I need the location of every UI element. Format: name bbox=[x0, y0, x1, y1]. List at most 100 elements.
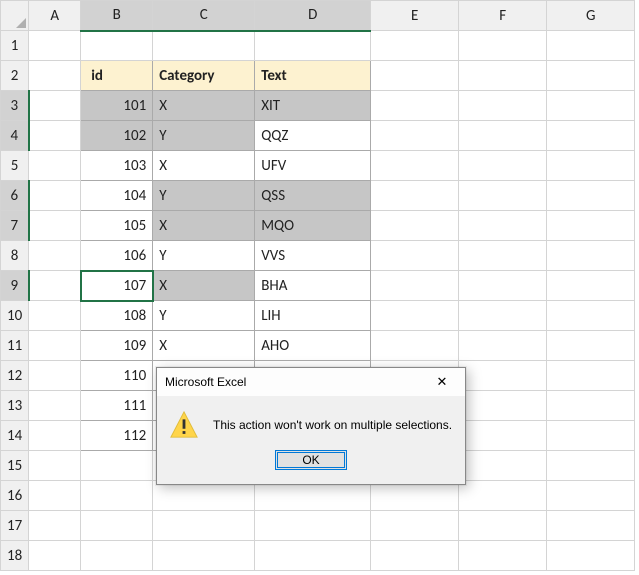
cell-D9[interactable]: BHA bbox=[255, 271, 371, 301]
cell-D7[interactable]: MQO bbox=[255, 211, 371, 241]
col-header-E[interactable]: E bbox=[371, 1, 459, 31]
cell-D10[interactable]: LIH bbox=[255, 301, 371, 331]
row-header-10[interactable]: 10 bbox=[1, 301, 29, 331]
cell-C2[interactable]: Category bbox=[153, 61, 255, 91]
row-header-12[interactable]: 12 bbox=[1, 361, 29, 391]
cell-C4[interactable]: Y bbox=[153, 121, 255, 151]
cell-E6[interactable] bbox=[371, 181, 459, 211]
row-header-11[interactable]: 11 bbox=[1, 331, 29, 361]
cell-G18[interactable] bbox=[547, 541, 635, 571]
cell-E2[interactable] bbox=[371, 61, 459, 91]
cell-F18[interactable] bbox=[459, 541, 547, 571]
cell-F16[interactable] bbox=[459, 481, 547, 511]
cell-G4[interactable] bbox=[547, 121, 635, 151]
cell-D2[interactable]: Text bbox=[255, 61, 371, 91]
cell-B1[interactable] bbox=[81, 31, 153, 61]
cell-E11[interactable] bbox=[371, 331, 459, 361]
cell-F6[interactable] bbox=[459, 181, 547, 211]
col-header-A[interactable]: A bbox=[29, 1, 81, 31]
cell-F15[interactable] bbox=[459, 451, 547, 481]
col-header-B[interactable]: B bbox=[81, 1, 153, 31]
cell-C5[interactable]: X bbox=[153, 151, 255, 181]
cell-F4[interactable] bbox=[459, 121, 547, 151]
cell-B17[interactable] bbox=[81, 511, 153, 541]
cell-G7[interactable] bbox=[547, 211, 635, 241]
cell-A2[interactable] bbox=[29, 61, 81, 91]
cell-C1[interactable] bbox=[153, 31, 255, 61]
cell-G9[interactable] bbox=[547, 271, 635, 301]
cell-D11[interactable]: AHO bbox=[255, 331, 371, 361]
cell-D18[interactable] bbox=[255, 541, 371, 571]
cell-A18[interactable] bbox=[29, 541, 81, 571]
row-header-18[interactable]: 18 bbox=[1, 541, 29, 571]
cell-C18[interactable] bbox=[153, 541, 255, 571]
cell-G14[interactable] bbox=[547, 421, 635, 451]
cell-E1[interactable] bbox=[371, 31, 459, 61]
cell-G8[interactable] bbox=[547, 241, 635, 271]
cell-E7[interactable] bbox=[371, 211, 459, 241]
cell-F17[interactable] bbox=[459, 511, 547, 541]
cell-F10[interactable] bbox=[459, 301, 547, 331]
cell-G15[interactable] bbox=[547, 451, 635, 481]
cell-G13[interactable] bbox=[547, 391, 635, 421]
cell-A4[interactable] bbox=[29, 121, 81, 151]
cell-E5[interactable] bbox=[371, 151, 459, 181]
cell-D8[interactable]: VVS bbox=[255, 241, 371, 271]
cell-D4[interactable]: QQZ bbox=[255, 121, 371, 151]
cell-A6[interactable] bbox=[29, 181, 81, 211]
cell-C11[interactable]: X bbox=[153, 331, 255, 361]
cell-C6[interactable]: Y bbox=[153, 181, 255, 211]
cell-C10[interactable]: Y bbox=[153, 301, 255, 331]
cell-C7[interactable]: X bbox=[153, 211, 255, 241]
cell-F7[interactable] bbox=[459, 211, 547, 241]
row-header-7[interactable]: 7 bbox=[1, 211, 29, 241]
select-all-corner[interactable] bbox=[1, 1, 29, 31]
row-header-17[interactable]: 17 bbox=[1, 511, 29, 541]
cell-F11[interactable] bbox=[459, 331, 547, 361]
cell-B9[interactable]: 107 bbox=[81, 271, 153, 301]
row-header-3[interactable]: 3 bbox=[1, 91, 29, 121]
cell-C8[interactable]: Y bbox=[153, 241, 255, 271]
row-header-13[interactable]: 13 bbox=[1, 391, 29, 421]
row-header-15[interactable]: 15 bbox=[1, 451, 29, 481]
cell-D5[interactable]: UFV bbox=[255, 151, 371, 181]
cell-F13[interactable] bbox=[459, 391, 547, 421]
cell-A11[interactable] bbox=[29, 331, 81, 361]
cell-B2[interactable]: id bbox=[81, 61, 153, 91]
cell-A17[interactable] bbox=[29, 511, 81, 541]
col-header-C[interactable]: C bbox=[153, 1, 255, 31]
cell-A14[interactable] bbox=[29, 421, 81, 451]
cell-F1[interactable] bbox=[459, 31, 547, 61]
cell-B18[interactable] bbox=[81, 541, 153, 571]
cell-E9[interactable] bbox=[371, 271, 459, 301]
cell-E3[interactable] bbox=[371, 91, 459, 121]
cell-E8[interactable] bbox=[371, 241, 459, 271]
row-header-6[interactable]: 6 bbox=[1, 181, 29, 211]
cell-A1[interactable] bbox=[29, 31, 81, 61]
cell-D16[interactable] bbox=[255, 481, 371, 511]
cell-C16[interactable] bbox=[153, 481, 255, 511]
cell-F14[interactable] bbox=[459, 421, 547, 451]
cell-A16[interactable] bbox=[29, 481, 81, 511]
cell-G17[interactable] bbox=[547, 511, 635, 541]
cell-G3[interactable] bbox=[547, 91, 635, 121]
cell-B11[interactable]: 109 bbox=[81, 331, 153, 361]
cell-G16[interactable] bbox=[547, 481, 635, 511]
cell-A8[interactable] bbox=[29, 241, 81, 271]
row-header-1[interactable]: 1 bbox=[1, 31, 29, 61]
cell-B3[interactable]: 101 bbox=[81, 91, 153, 121]
cell-B12[interactable]: 110 bbox=[81, 361, 153, 391]
cell-A13[interactable] bbox=[29, 391, 81, 421]
cell-B5[interactable]: 103 bbox=[81, 151, 153, 181]
cell-A12[interactable] bbox=[29, 361, 81, 391]
row-header-2[interactable]: 2 bbox=[1, 61, 29, 91]
cell-B16[interactable] bbox=[81, 481, 153, 511]
row-header-4[interactable]: 4 bbox=[1, 121, 29, 151]
cell-B14[interactable]: 112 bbox=[81, 421, 153, 451]
col-header-G[interactable]: G bbox=[547, 1, 635, 31]
row-header-5[interactable]: 5 bbox=[1, 151, 29, 181]
cell-E17[interactable] bbox=[371, 511, 459, 541]
cell-D17[interactable] bbox=[255, 511, 371, 541]
cell-G10[interactable] bbox=[547, 301, 635, 331]
cell-F2[interactable] bbox=[459, 61, 547, 91]
